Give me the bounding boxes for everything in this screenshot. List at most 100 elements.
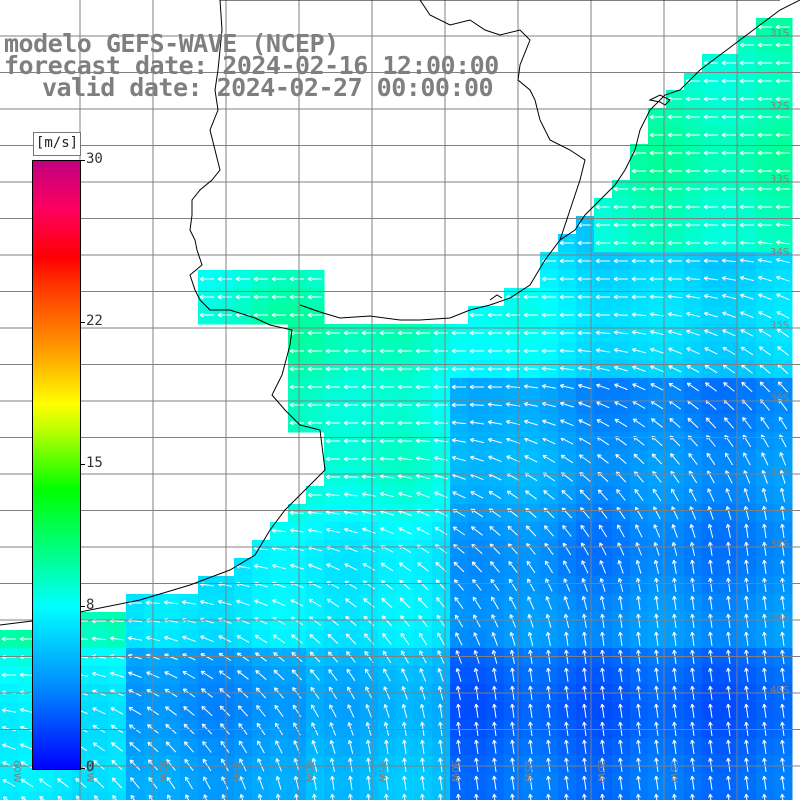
wind-arrow bbox=[742, 417, 752, 429]
wind-arrow bbox=[542, 419, 556, 426]
wind-arrow bbox=[651, 453, 663, 465]
wind-arrow bbox=[595, 276, 610, 282]
wind-arrow bbox=[451, 438, 466, 443]
wind-arrow bbox=[671, 524, 678, 538]
wind-arrow bbox=[1, 708, 16, 713]
wind-arrow bbox=[379, 330, 394, 336]
wind-arrow bbox=[199, 599, 214, 606]
wind-arrow bbox=[1, 636, 16, 642]
wind-arrow bbox=[689, 506, 697, 520]
wind-arrow bbox=[726, 667, 731, 682]
wind-arrow bbox=[725, 505, 732, 520]
wind-arrow bbox=[739, 60, 754, 66]
wind-arrow bbox=[402, 793, 407, 800]
wind-arrow bbox=[487, 384, 503, 390]
wind-arrow bbox=[564, 631, 569, 646]
wind-arrow bbox=[761, 452, 769, 466]
wind-arrow bbox=[343, 420, 358, 426]
wind-arrow bbox=[779, 434, 787, 448]
wind-arrow bbox=[400, 615, 410, 627]
wind-arrow bbox=[523, 348, 538, 354]
wind-arrow bbox=[345, 615, 357, 626]
wind-arrow bbox=[415, 402, 430, 408]
wind-arrow bbox=[563, 560, 571, 574]
wind-arrow bbox=[415, 456, 430, 461]
wind-arrow bbox=[613, 312, 629, 318]
wind-arrow bbox=[636, 793, 641, 800]
wind-arrow bbox=[762, 631, 767, 646]
wind-arrow bbox=[636, 775, 641, 790]
wind-arrow bbox=[416, 491, 430, 498]
wind-arrow bbox=[613, 186, 628, 192]
wind-arrow bbox=[703, 204, 718, 210]
wind-arrow bbox=[487, 330, 502, 336]
wind-arrow bbox=[93, 777, 105, 789]
wind-arrow bbox=[670, 453, 680, 465]
wind-arrow bbox=[148, 794, 154, 800]
wind-arrow bbox=[560, 454, 574, 464]
wind-arrow bbox=[721, 293, 736, 300]
wind-arrow bbox=[292, 704, 302, 718]
wind-arrow bbox=[487, 348, 502, 354]
wind-arrow bbox=[650, 418, 663, 428]
wind-arrow bbox=[654, 595, 659, 610]
wind-arrow bbox=[455, 667, 462, 682]
wind-arrow bbox=[167, 794, 172, 800]
wind-arrow bbox=[780, 667, 785, 682]
wind-arrow bbox=[654, 739, 659, 754]
wind-arrow bbox=[721, 204, 736, 210]
wind-arrow bbox=[365, 739, 371, 754]
wind-arrow bbox=[595, 312, 610, 318]
wind-arrow bbox=[307, 528, 322, 533]
wind-arrow bbox=[636, 703, 641, 718]
wind-arrow bbox=[130, 777, 140, 789]
wind-arrow bbox=[654, 775, 659, 790]
wind-arrow bbox=[707, 523, 714, 538]
wind-arrow bbox=[275, 793, 281, 800]
wind-arrow bbox=[775, 78, 790, 84]
wind-arrow bbox=[707, 506, 714, 520]
wind-arrow bbox=[290, 599, 304, 607]
wind-arrow bbox=[780, 739, 785, 754]
wind-arrow bbox=[311, 757, 318, 772]
wind-arrow bbox=[271, 563, 286, 570]
wind-arrow bbox=[757, 150, 772, 156]
wind-arrow bbox=[618, 631, 623, 646]
wind-arrow bbox=[307, 276, 322, 282]
wind-arrow bbox=[402, 775, 407, 790]
wind-arrow bbox=[469, 402, 485, 408]
wind-arrow bbox=[726, 613, 731, 628]
wind-arrow bbox=[415, 384, 430, 390]
wind-speed-cell bbox=[126, 792, 145, 800]
wind-arrow bbox=[379, 366, 394, 372]
wind-arrow bbox=[347, 704, 355, 718]
wind-arrow bbox=[348, 775, 353, 790]
wind-arrow bbox=[596, 401, 610, 409]
wind-arrow bbox=[744, 577, 749, 592]
wind-arrow bbox=[703, 96, 718, 102]
wind-arrow bbox=[508, 560, 518, 573]
wind-arrow bbox=[762, 559, 767, 574]
wind-arrow bbox=[221, 758, 229, 772]
wind-arrow bbox=[775, 24, 790, 30]
wind-arrow bbox=[686, 382, 700, 392]
wind-arrow bbox=[649, 276, 664, 282]
wind-arrow bbox=[487, 437, 502, 444]
wind-arrow bbox=[110, 742, 123, 752]
wind-arrow bbox=[686, 365, 700, 373]
wind-arrow bbox=[600, 703, 605, 718]
wind-arrow bbox=[524, 490, 537, 500]
wind-arrow bbox=[433, 402, 448, 408]
wind-arrow bbox=[690, 559, 695, 574]
wind-arrow bbox=[685, 258, 700, 264]
wind-arrow bbox=[384, 775, 389, 790]
wind-arrow bbox=[690, 595, 695, 610]
wind-arrow bbox=[595, 348, 610, 353]
wind-arrow bbox=[397, 330, 412, 336]
wind-arrow bbox=[453, 544, 465, 554]
wind-arrow bbox=[578, 401, 592, 408]
wind-arrow bbox=[635, 559, 642, 574]
wind-arrow bbox=[613, 222, 628, 228]
wind-arrow bbox=[508, 578, 518, 592]
wind-arrow bbox=[523, 294, 538, 300]
